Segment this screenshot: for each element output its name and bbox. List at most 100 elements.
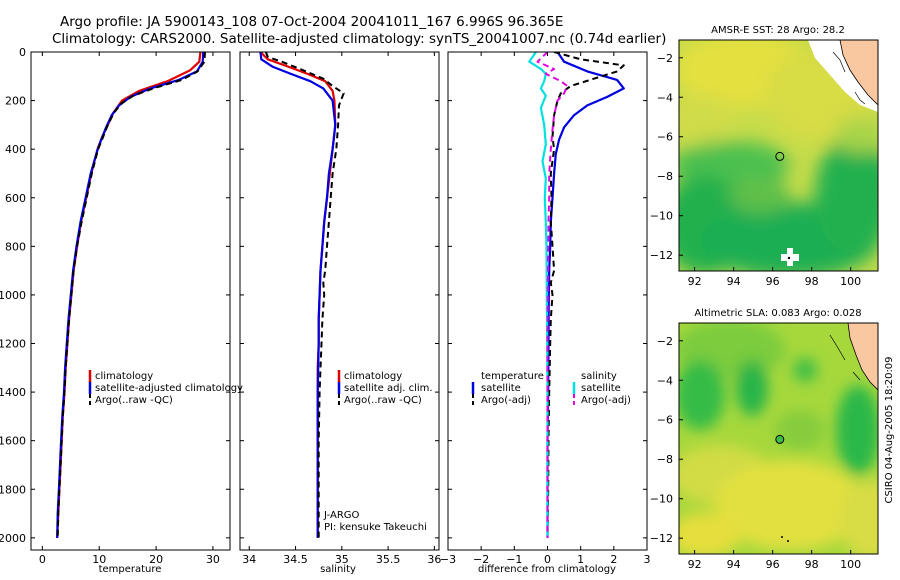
- y-tick-label: −10: [650, 210, 673, 223]
- y-tick-label: 2000: [0, 532, 26, 545]
- legend-label-temp-argo: Argo(-adj): [481, 395, 531, 406]
- x-tick-label: 34: [242, 553, 256, 566]
- x-tick-label: 98: [805, 558, 819, 571]
- x-tick-label: 2: [610, 553, 617, 566]
- y-tick-label: −2: [657, 52, 673, 65]
- x-tick-label: −1: [506, 553, 522, 566]
- x-tick-label: 100: [840, 558, 861, 571]
- y-tick-label: −6: [657, 131, 673, 144]
- sst-islet: [787, 256, 791, 260]
- y-tick-label: 800: [5, 240, 26, 253]
- argo-location-marker: [775, 151, 785, 161]
- sumatra-land-sst: [840, 40, 878, 105]
- temperature-panel: 0 10 20 30 0 200 400 600 800 1000 1200 1400 1600 180…: [0, 46, 243, 575]
- temperature-legend: climatology satellite-adjusted climatolo…: [88, 370, 243, 406]
- sst-map: AMSR-E SST: 28 Argo: 28.2 92 94 96: [650, 25, 879, 288]
- x-tick-label: 10: [92, 553, 106, 566]
- x-tick-label: 94: [727, 558, 741, 571]
- legend-title-temperature: temperature: [481, 371, 544, 382]
- x-tick-label: 3: [644, 553, 651, 566]
- legend-label-satellite-adjusted: satellite-adjusted climatology: [95, 383, 243, 394]
- difference-xlabel: difference from climatology: [478, 564, 616, 575]
- sumatra-land-sla: [848, 323, 878, 390]
- sst-map-frame: [678, 39, 879, 272]
- y-tick-label: −2: [657, 335, 673, 348]
- series-line-satellite-adjusted-climatology: [56, 52, 205, 538]
- series-line-argo-raw-qc: [264, 52, 345, 538]
- program-annotation: J-ARGO: [323, 510, 360, 521]
- difference-panel: −3 −2 −1 0 1 2 3 difference from climatology t…: [440, 51, 651, 575]
- series-line-argo-raw-qc: [56, 52, 206, 538]
- y-tick-label: −10: [650, 493, 673, 506]
- sla-islet: [781, 536, 783, 538]
- x-tick-label: 30: [206, 553, 220, 566]
- x-tick-label: 98: [805, 275, 819, 288]
- x-tick-label: 1: [577, 553, 584, 566]
- y-tick-label: 1600: [0, 435, 26, 448]
- salinity-xlabel: salinity: [320, 564, 356, 575]
- pi-annotation: PI: kensuke Takeuchi: [324, 522, 427, 533]
- legend-label-climatology: climatology: [344, 371, 402, 382]
- salinity-axes-frame: [239, 51, 440, 551]
- y-tick-label: −8: [657, 453, 673, 466]
- y-tick-label: −4: [657, 91, 673, 104]
- sla-islet-2: [787, 540, 789, 542]
- x-tick-label: 92: [688, 558, 702, 571]
- x-tick-label: 92: [688, 275, 702, 288]
- sst-island-outline: [832, 51, 866, 105]
- x-tick-label: 96: [766, 558, 780, 571]
- y-tick-label: 1800: [0, 483, 26, 496]
- sla-island-outline: [829, 334, 861, 381]
- y-tick-label: −8: [657, 170, 673, 183]
- temperature-axes-frame: [30, 51, 231, 551]
- x-tick-label: 35: [335, 553, 349, 566]
- y-tick-label: −12: [650, 532, 673, 545]
- y-tick-label: 400: [5, 143, 26, 156]
- x-tick-label: 0: [39, 553, 46, 566]
- legend-title-salinity: salinity: [581, 371, 617, 382]
- figure-title-line-1: Argo profile: JA 5900143_108 07-Oct-2004…: [60, 14, 563, 30]
- y-tick-label: −12: [650, 249, 673, 262]
- sla-map-title: Altimetric SLA: 0.083 Argo: 0.028: [694, 308, 861, 319]
- sst-field: [679, 40, 878, 271]
- legend-label-climatology: climatology: [95, 371, 153, 382]
- legend-label-sal-satellite: satellite: [581, 383, 621, 394]
- legend-label-temp-satellite: satellite: [481, 383, 521, 394]
- y-tick-label: 0: [19, 46, 26, 59]
- sst-map-title: AMSR-E SST: 28 Argo: 28.2: [711, 25, 845, 36]
- legend-label-argo: Argo(..raw -QC): [344, 395, 422, 406]
- y-tick-label: 1200: [0, 338, 26, 351]
- x-tick-label: 36: [427, 553, 441, 566]
- sla-field: [679, 323, 878, 554]
- series-line-satellite-adj-clim: [259, 52, 337, 538]
- series-line-salinity-argo-adj: [536, 52, 569, 538]
- x-tick-label: 94: [727, 275, 741, 288]
- difference-legend: temperature satellite Argo(-adj) salinit…: [471, 371, 631, 406]
- salinity-legend: climatology satellite adj. clim. Argo(..…: [337, 370, 433, 406]
- sla-map-frame: [678, 322, 879, 555]
- sla-coastline: [847, 323, 878, 391]
- figure-title-line-2: Climatology: CARS2000. Satellite-adjuste…: [52, 31, 666, 47]
- legend-label-argo: Argo(..raw -QC): [95, 395, 173, 406]
- x-tick-label: 96: [766, 275, 780, 288]
- x-tick-label: 35.5: [376, 553, 401, 566]
- y-tick-label: 200: [5, 95, 26, 108]
- x-tick-label: 34.5: [283, 553, 308, 566]
- sst-missing-data: [781, 248, 799, 266]
- series-line-climatology: [56, 52, 202, 538]
- y-tick-label: −6: [657, 414, 673, 427]
- y-tick-label: −4: [657, 374, 673, 387]
- series-line-salinity-satellite: [528, 52, 549, 538]
- y-tick-label: 600: [5, 192, 26, 205]
- salinity-panel: 34 34.5 35 35.5 36 salinity climatology sate…: [239, 51, 441, 575]
- legend-label-sal-argo: Argo(-adj): [581, 395, 631, 406]
- y-tick-label: 1000: [0, 289, 26, 302]
- sst-coastline: [839, 40, 878, 106]
- temperature-xlabel: temperature: [99, 564, 162, 575]
- sla-map: Altimetric SLA: 0.083 Argo: 0.028: [650, 308, 879, 571]
- x-tick-label: −3: [440, 553, 456, 566]
- legend-label-satellite-adj: satellite adj. clim.: [344, 383, 433, 394]
- y-tick-label: 1400: [0, 386, 26, 399]
- series-line-temperature-argo-adj: [546, 52, 625, 538]
